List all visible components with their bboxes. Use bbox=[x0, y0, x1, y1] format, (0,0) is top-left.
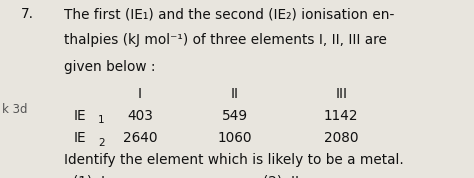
Text: 1: 1 bbox=[98, 115, 105, 125]
Text: 403: 403 bbox=[127, 109, 153, 122]
Text: 2080: 2080 bbox=[324, 131, 358, 145]
Text: (1)  I: (1) I bbox=[73, 174, 106, 178]
Text: (2)  II: (2) II bbox=[263, 174, 299, 178]
Text: 1060: 1060 bbox=[218, 131, 252, 145]
Text: given below :: given below : bbox=[64, 60, 155, 74]
Text: 549: 549 bbox=[221, 109, 248, 122]
Text: III: III bbox=[335, 87, 347, 101]
Text: 1142: 1142 bbox=[324, 109, 358, 122]
Text: II: II bbox=[231, 87, 238, 101]
Text: IE: IE bbox=[73, 109, 86, 122]
Text: 2640: 2640 bbox=[123, 131, 157, 145]
Text: thalpies (kJ mol⁻¹) of three elements I, II, III are: thalpies (kJ mol⁻¹) of three elements I,… bbox=[64, 33, 387, 48]
Text: k 3d: k 3d bbox=[2, 103, 28, 116]
Text: 7.: 7. bbox=[21, 7, 34, 21]
Text: I: I bbox=[138, 87, 142, 101]
Text: IE: IE bbox=[73, 131, 86, 145]
Text: Identify the element which is likely to be a metal.: Identify the element which is likely to … bbox=[64, 153, 404, 167]
Text: The first (IE₁) and the second (IE₂) ionisation en-: The first (IE₁) and the second (IE₂) ion… bbox=[64, 7, 394, 21]
Text: 2: 2 bbox=[98, 138, 105, 148]
